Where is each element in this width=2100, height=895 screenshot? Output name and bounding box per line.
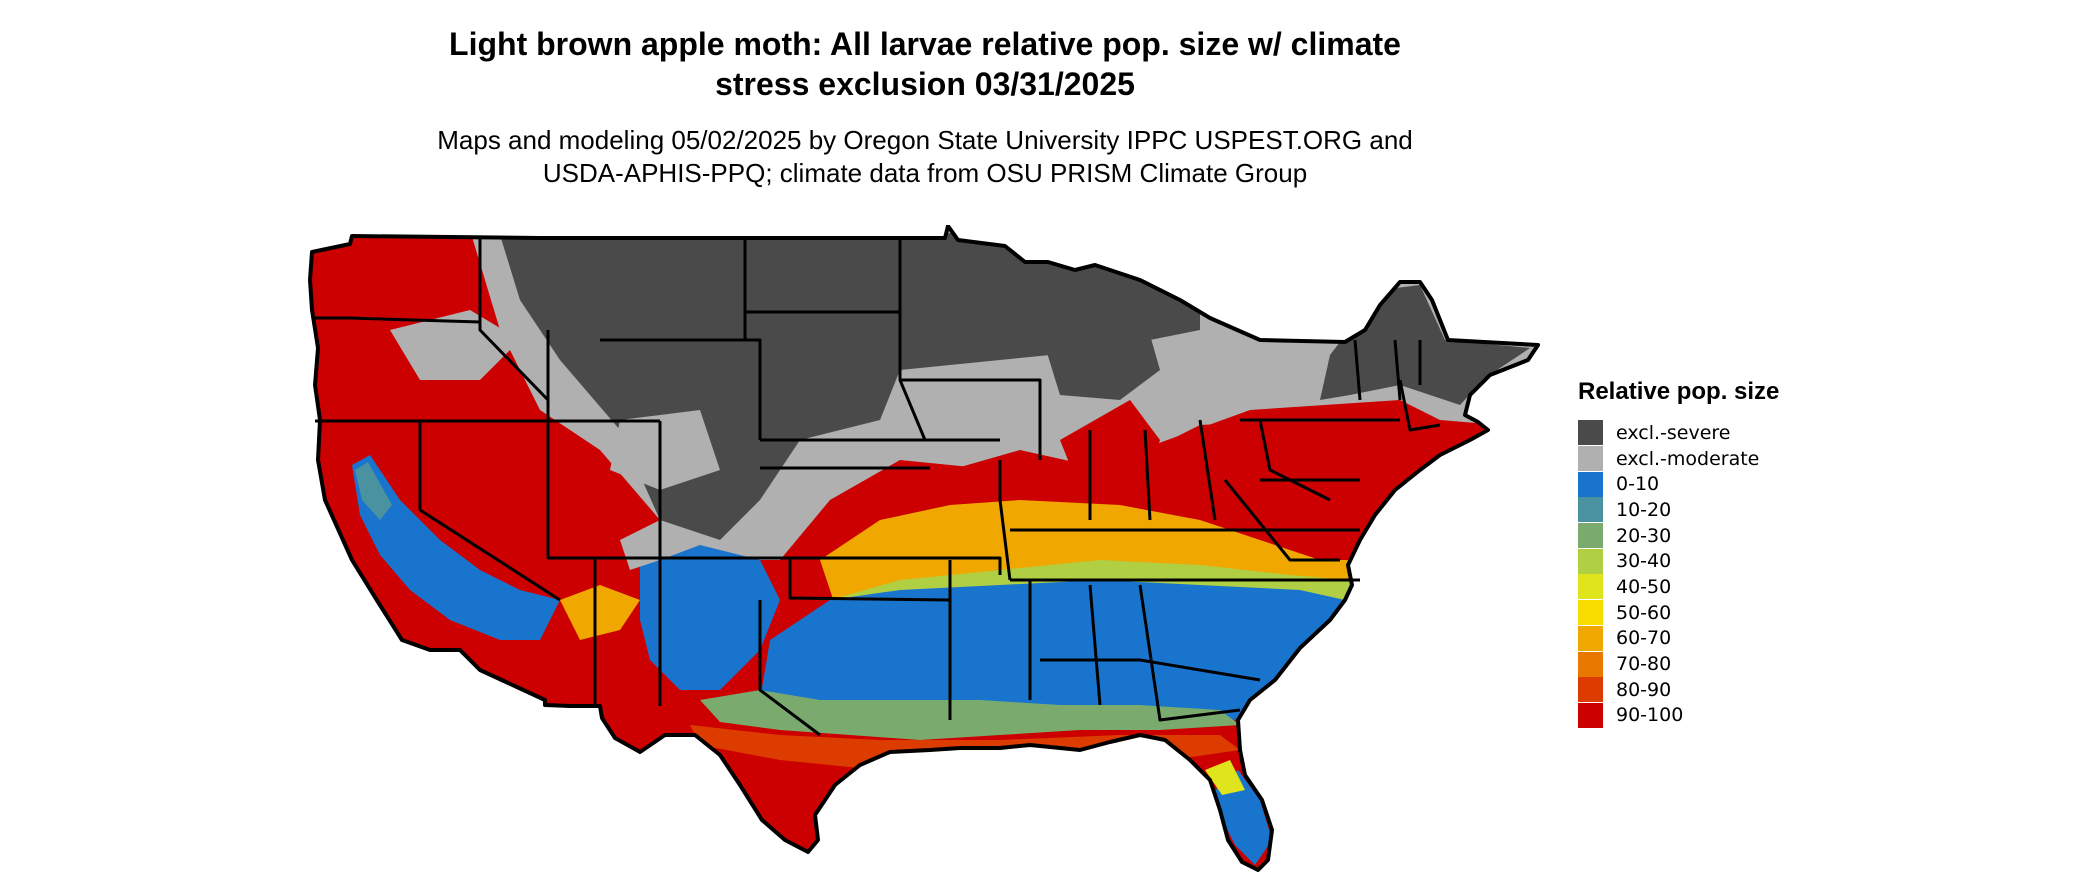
legend-label: 30-40 xyxy=(1616,550,1672,573)
legend-label: 0-10 xyxy=(1616,473,1660,496)
legend: Relative pop. size excl.-severe excl.-mod… xyxy=(1578,378,1779,728)
state-border xyxy=(1143,429,1152,521)
state-border xyxy=(1138,584,1241,722)
legend-label: excl.-severe xyxy=(1616,421,1731,444)
legend-label: 80-90 xyxy=(1616,678,1672,701)
legend-item: 50-60 xyxy=(1578,600,1779,626)
legend-item: 30-40 xyxy=(1578,548,1779,574)
legend-swatch xyxy=(1578,651,1603,677)
legend-swatch xyxy=(1578,677,1603,703)
legend-label: 60-70 xyxy=(1616,627,1672,650)
state-border xyxy=(1398,379,1441,432)
state-border xyxy=(1393,339,1402,401)
state-border xyxy=(600,338,762,440)
state-border xyxy=(788,558,951,602)
california-blue xyxy=(352,455,560,640)
legend-swatch xyxy=(1578,446,1603,472)
florida-yellow xyxy=(1205,760,1245,795)
band-0-10-south xyxy=(760,580,1345,720)
state-border xyxy=(1088,584,1102,706)
legend-item: excl.-moderate xyxy=(1578,446,1779,472)
legend-item: 20-30 xyxy=(1578,523,1779,549)
arizona-60-70 xyxy=(560,585,640,640)
excl-moderate-oregon xyxy=(390,310,520,380)
legend-items: excl.-severe excl.-moderate 0-10 10-20 20-30… xyxy=(1578,420,1779,728)
excl-severe-great-lakes xyxy=(1040,300,1160,400)
legend-item: excl.-severe xyxy=(1578,420,1779,446)
legend-swatch xyxy=(1578,420,1603,446)
state-border xyxy=(1040,658,1261,682)
state-border xyxy=(758,600,821,737)
state-border xyxy=(760,556,1002,575)
title-line-1: Light brown apple moth: All larvae relat… xyxy=(449,26,1401,62)
legend-label: 90-100 xyxy=(1616,704,1684,727)
map-subtitle: Maps and modeling 05/02/2025 by Oregon S… xyxy=(0,124,1850,190)
southwest-blue xyxy=(640,545,780,690)
legend-item: 0-10 xyxy=(1578,471,1779,497)
band-20-30-gulf xyxy=(700,690,1240,740)
legend-label: 50-60 xyxy=(1616,601,1672,624)
legend-swatch xyxy=(1578,600,1603,626)
state-border xyxy=(998,460,1012,581)
legend-item: 60-70 xyxy=(1578,625,1779,652)
state-border xyxy=(478,238,550,402)
state-border xyxy=(1198,419,1217,521)
legend-swatch xyxy=(1578,625,1603,651)
legend-item: 40-50 xyxy=(1578,574,1779,600)
state-border xyxy=(900,378,1042,460)
legend-label: 20-30 xyxy=(1616,524,1672,547)
legend-label: 10-20 xyxy=(1616,498,1672,521)
legend-label: 70-80 xyxy=(1616,653,1672,676)
legend-item: 10-20 xyxy=(1578,497,1779,523)
california-coast-10-20 xyxy=(355,462,392,520)
legend-item: 90-100 xyxy=(1578,702,1779,729)
legend-swatch xyxy=(1578,702,1603,728)
subtitle-line-2: USDA-APHIS-PPQ; climate data from OSU PR… xyxy=(542,158,1308,188)
state-border xyxy=(1353,339,1362,401)
map-title: Light brown apple moth: All larvae relat… xyxy=(0,24,1850,104)
state-border xyxy=(546,330,595,560)
legend-swatch xyxy=(1578,497,1603,523)
legend-swatch xyxy=(1578,523,1603,549)
state-border xyxy=(1223,479,1340,562)
legend-swatch xyxy=(1578,548,1603,574)
legend-swatch xyxy=(1578,574,1603,600)
florida-blue xyxy=(1215,770,1272,865)
legend-title: Relative pop. size xyxy=(1578,378,1780,405)
legend-item: 70-80 xyxy=(1578,651,1779,677)
state-border xyxy=(314,316,481,324)
state-border xyxy=(418,421,561,602)
state-border xyxy=(1258,419,1331,502)
excl-moderate-utah xyxy=(610,410,720,490)
us-pest-map xyxy=(308,225,1540,872)
subtitle-line-1: Maps and modeling 05/02/2025 by Oregon S… xyxy=(437,125,1413,155)
legend-swatch xyxy=(1578,471,1603,497)
legend-item: 80-90 xyxy=(1578,677,1779,703)
title-line-2: stress exclusion 03/31/2025 xyxy=(715,66,1135,102)
legend-label: 40-50 xyxy=(1616,575,1672,598)
legend-label: excl.-moderate xyxy=(1616,447,1760,470)
